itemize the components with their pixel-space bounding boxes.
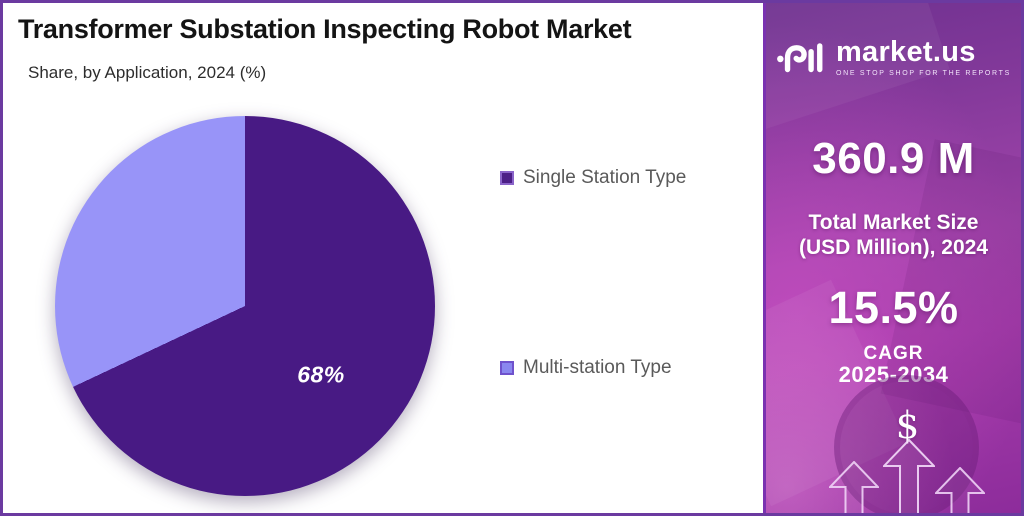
pie-slice-value-label: 68% bbox=[297, 361, 345, 388]
chart-panel: Transformer Substation Inspecting Robot … bbox=[3, 3, 763, 513]
legend-label: Single Station Type bbox=[523, 167, 687, 188]
legend-item-single-station: Single Station Type bbox=[500, 167, 686, 189]
pie-chart: 68% bbox=[55, 116, 435, 496]
market-us-logo-icon bbox=[777, 43, 823, 73]
cagr-label: CAGR bbox=[863, 343, 924, 364]
growth-arrow-icon bbox=[935, 467, 985, 513]
market-size-label: Total Market Size (USD Million), 2024 bbox=[766, 211, 1021, 261]
market-us-logo: market.us ONE STOP SHOP FOR THE REPORTS bbox=[766, 37, 1021, 77]
brand-sidebar: market.us ONE STOP SHOP FOR THE REPORTS … bbox=[766, 3, 1021, 513]
dollar-icon: $ bbox=[895, 404, 920, 447]
legend-item-multi-station: Multi-station Type bbox=[500, 357, 672, 379]
chart-title: Transformer Substation Inspecting Robot … bbox=[18, 14, 632, 44]
legend-label: Multi-station Type bbox=[523, 357, 672, 378]
growth-arrow-icon bbox=[829, 461, 879, 513]
market-size-label-line2: (USD Million), 2024 bbox=[798, 235, 989, 259]
logo-wordmark: market.us bbox=[835, 35, 976, 68]
market-size-value: 360.9 M bbox=[812, 134, 975, 183]
chart-subtitle: Share, by Application, 2024 (%) bbox=[28, 63, 267, 82]
legend-swatch-dark bbox=[500, 171, 514, 185]
cagr-value: 15.5% bbox=[828, 282, 959, 333]
market-size-label-line1: Total Market Size bbox=[808, 211, 979, 234]
legend-swatch-light bbox=[500, 361, 514, 375]
growth-arrow-icon bbox=[883, 439, 935, 513]
logo-tagline: ONE STOP SHOP FOR THE REPORTS bbox=[835, 69, 1012, 77]
panel-divider bbox=[763, 3, 766, 513]
